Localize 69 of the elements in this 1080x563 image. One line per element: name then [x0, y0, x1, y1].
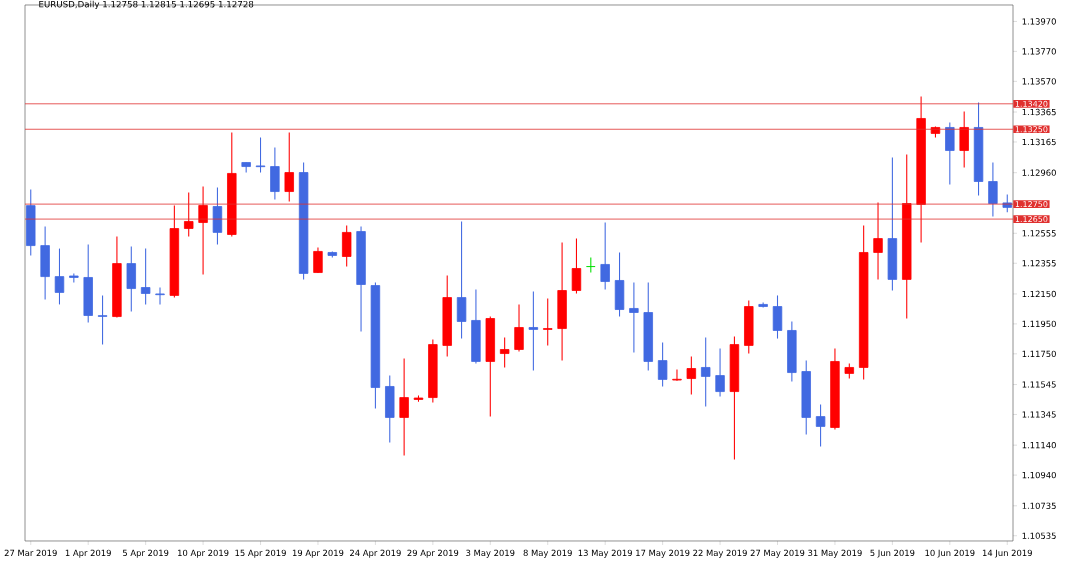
candlestick: [988, 161, 998, 218]
candlestick: [456, 220, 467, 340]
candlestick: [543, 297, 553, 346]
candlestick: [313, 246, 323, 274]
candlestick: [715, 347, 725, 398]
x-tick-label: 29 Apr 2019: [407, 549, 459, 558]
x-tick-label: 10 Jun 2019: [925, 549, 975, 558]
x-tick-label: 15 Apr 2019: [235, 549, 286, 558]
candlestick: [255, 136, 266, 174]
x-tick-label: 27 Mar 2019: [4, 549, 57, 557]
y-tick-label: 1.13770: [1022, 48, 1056, 55]
candlestick: [528, 291, 539, 371]
y-tick-label: 1.10535: [1022, 532, 1056, 539]
candlestick: [700, 336, 711, 408]
candlestick: [140, 248, 151, 305]
x-tick-label: 1 Apr 2019: [65, 549, 111, 558]
candlestick: [571, 238, 582, 295]
x-tick-label: 13 May 2019: [578, 549, 632, 558]
y-tick-label: 1.11345: [1022, 411, 1056, 418]
candlestick: [657, 341, 668, 388]
candlestick: [672, 369, 682, 382]
y-tick-label: 1.11750: [1022, 350, 1056, 358]
candlestick: [686, 355, 697, 396]
chart-title: EURUSD,Daily 1.12758 1.12815 1.12695 1.12728: [39, 0, 254, 10]
candlestick: [399, 357, 409, 457]
y-tick-label: 1.11545: [1022, 381, 1056, 388]
candlestick: [600, 221, 610, 290]
candlestick: [772, 294, 783, 340]
ref-line-label: 1.12750: [1015, 201, 1048, 208]
y-tick-label: 1.13365: [1022, 108, 1056, 116]
ref-line-label: 1.13250: [1015, 126, 1048, 133]
x-tick-label: 10 Apr 2019: [178, 549, 229, 558]
y-tick-label: 1.10735: [1022, 502, 1056, 509]
y-tick-label: 1.11140: [1022, 441, 1056, 449]
x-tick-label: 3 May 2019: [466, 549, 515, 558]
y-tick-label: 1.12555: [1022, 230, 1056, 237]
candlestick: [499, 336, 510, 368]
candlestick: [514, 303, 524, 352]
candlestick: [629, 281, 639, 354]
y-tick-label: 1.12355: [1022, 260, 1056, 267]
y-tick-label: 1.11950: [1022, 320, 1056, 328]
candlestick: [184, 191, 194, 237]
x-tick-label: 24 Apr 2019: [350, 549, 401, 558]
candlestick: [284, 131, 294, 202]
y-tick-label: 1.13570: [1022, 78, 1056, 85]
y-tick-label: 1.13165: [1022, 138, 1056, 146]
x-tick-label: 5 Apr 2019: [122, 549, 169, 558]
x-tick-label: 31 May 2019: [808, 549, 862, 558]
ref-line-label: 1.13420: [1015, 100, 1048, 107]
candlestick: [54, 248, 65, 305]
ref-line-label: 1.12650: [1015, 216, 1048, 223]
candlestick: [945, 121, 955, 186]
candlestick: [815, 403, 826, 448]
x-tick-label: 5 Jun 2019: [870, 549, 915, 558]
y-tick-label: 1.13970: [1022, 18, 1056, 25]
y-tick-label: 1.12960: [1022, 169, 1056, 176]
x-tick-label: 19 Apr 2019: [292, 549, 344, 558]
candlestick: [198, 185, 208, 276]
candlestick: [959, 110, 969, 168]
x-tick-label: 14 Jun 2019: [982, 549, 1032, 558]
x-tick-label: 22 May 2019: [693, 549, 747, 558]
candlestick: [873, 201, 883, 280]
x-tick-label: 8 May 2019: [523, 549, 572, 558]
candlestick: [155, 286, 165, 305]
y-tick-label: 1.12150: [1022, 290, 1056, 298]
candlestick: [97, 294, 108, 346]
x-tick-label: 17 May 2019: [636, 549, 690, 558]
x-tick-label: 27 May 2019: [750, 549, 805, 558]
y-tick-label: 1.10940: [1022, 471, 1056, 479]
